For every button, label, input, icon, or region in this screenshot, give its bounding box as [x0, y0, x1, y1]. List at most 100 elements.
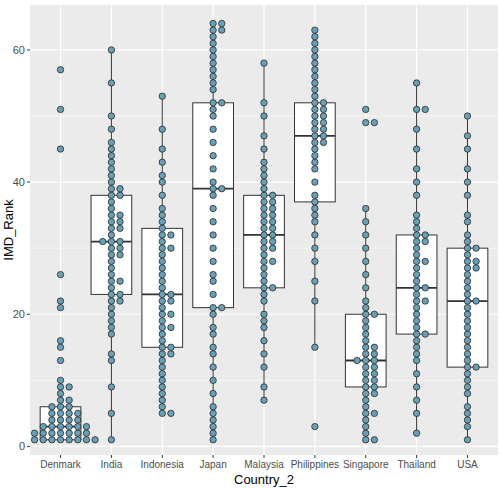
point	[210, 67, 216, 73]
point	[210, 27, 216, 33]
point	[159, 245, 165, 251]
point	[464, 337, 470, 343]
point	[210, 390, 216, 396]
point	[108, 271, 114, 277]
points	[354, 106, 378, 443]
point	[261, 192, 267, 198]
point	[413, 344, 419, 350]
point	[210, 331, 216, 337]
points	[100, 47, 124, 443]
point	[159, 331, 165, 337]
point	[210, 364, 216, 370]
point	[108, 252, 114, 258]
point	[371, 377, 377, 383]
point	[312, 40, 318, 46]
point	[66, 430, 72, 436]
point	[108, 80, 114, 86]
point	[312, 60, 318, 66]
point	[363, 364, 369, 370]
point	[413, 285, 419, 291]
point	[261, 133, 267, 139]
point	[66, 404, 72, 410]
point	[320, 139, 326, 145]
point	[464, 285, 470, 291]
point	[219, 100, 225, 106]
point	[210, 377, 216, 383]
point	[83, 423, 89, 429]
y-tick-label: 40	[13, 176, 25, 188]
point	[108, 172, 114, 178]
x-tick	[111, 455, 112, 458]
point	[159, 377, 165, 383]
point	[108, 192, 114, 198]
point	[422, 232, 428, 238]
point	[422, 258, 428, 264]
point	[108, 291, 114, 297]
point	[210, 139, 216, 145]
point	[269, 258, 275, 264]
point	[159, 232, 165, 238]
point	[108, 324, 114, 330]
point	[261, 265, 267, 271]
point	[261, 258, 267, 264]
x-axis-title: Country_2	[234, 472, 294, 487]
box	[295, 30, 336, 347]
point	[261, 159, 267, 165]
point	[210, 106, 216, 112]
point	[261, 232, 267, 238]
point	[261, 318, 267, 324]
y-tick	[27, 446, 30, 447]
x-tick	[60, 455, 61, 458]
point	[261, 146, 267, 152]
point	[57, 384, 63, 390]
point	[413, 324, 419, 330]
point	[117, 298, 123, 304]
point	[210, 179, 216, 185]
point	[75, 423, 81, 429]
point	[312, 212, 318, 218]
point	[413, 212, 419, 218]
box	[396, 83, 437, 433]
x-tick	[213, 455, 214, 458]
point	[57, 106, 63, 112]
point	[83, 430, 89, 436]
point	[261, 179, 267, 185]
point	[168, 351, 174, 357]
point	[57, 298, 63, 304]
point	[108, 331, 114, 337]
box-body	[295, 103, 336, 202]
point	[261, 225, 267, 231]
point	[117, 245, 123, 251]
point	[57, 437, 63, 443]
point	[464, 258, 470, 264]
box-body	[396, 235, 437, 334]
point	[210, 417, 216, 423]
point	[473, 245, 479, 251]
point	[371, 390, 377, 396]
point	[312, 133, 318, 139]
point	[312, 106, 318, 112]
point	[108, 265, 114, 271]
point	[363, 423, 369, 429]
point	[117, 219, 123, 225]
point	[117, 192, 123, 198]
point	[363, 377, 369, 383]
box-body	[193, 103, 234, 308]
point	[159, 258, 165, 264]
point	[159, 318, 165, 324]
point	[363, 285, 369, 291]
y-tick	[27, 182, 30, 183]
point	[168, 245, 174, 251]
point	[210, 430, 216, 436]
point	[261, 219, 267, 225]
point	[413, 238, 419, 244]
point	[159, 397, 165, 403]
point	[117, 212, 123, 218]
point	[363, 318, 369, 324]
point	[464, 179, 470, 185]
point	[422, 285, 428, 291]
point	[108, 232, 114, 238]
point	[413, 271, 419, 277]
box	[142, 96, 183, 413]
point	[363, 351, 369, 357]
